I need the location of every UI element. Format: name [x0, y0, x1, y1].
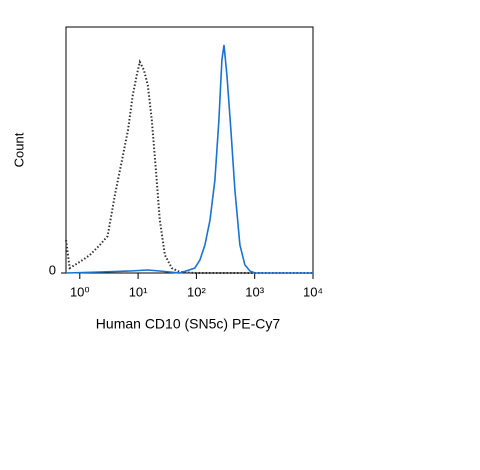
histogram-line [65, 58, 313, 274]
x-tick-label: 10¹ [129, 284, 148, 299]
x-tick-label: 10⁴ [303, 284, 323, 299]
x-tick-label: 10³ [245, 284, 264, 299]
x-axis-label: Human CD10 (SN5c) PE-Cy7 [96, 316, 281, 332]
x-tick-label: 10⁰ [70, 284, 90, 299]
y-axis-label: Count [11, 132, 26, 167]
histogram-line [65, 44, 313, 274]
y-tick-label: 0 [49, 262, 56, 277]
x-tick-label: 10² [187, 284, 206, 299]
plot-frame [65, 26, 314, 274]
